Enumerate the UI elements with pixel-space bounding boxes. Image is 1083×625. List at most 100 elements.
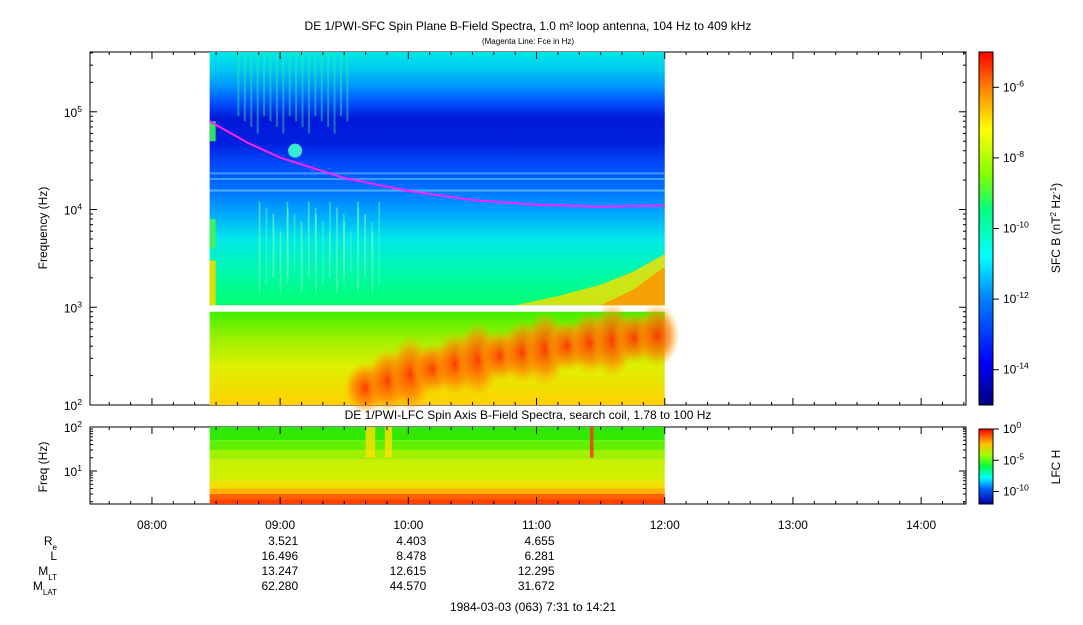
ephemeris-label: MLAT bbox=[33, 579, 57, 597]
sfc-hiss-streak bbox=[322, 221, 324, 285]
time-tick-label: 14:00 bbox=[906, 518, 936, 532]
sfc-hiss-streak bbox=[329, 201, 331, 272]
ephemeris-label: Re bbox=[44, 534, 58, 552]
sfc-hf-streak bbox=[250, 52, 253, 127]
lfc-title: DE 1/PWI-LFC Spin Axis B-Field Spectra, … bbox=[345, 408, 712, 422]
sfc-hf-streak bbox=[339, 52, 342, 117]
sfc-hiss-streak bbox=[279, 231, 282, 293]
lfc-ylabel: Freq (Hz) bbox=[36, 442, 50, 493]
ephemeris-value: 6.281 bbox=[525, 549, 555, 563]
sfc-hf-streak bbox=[295, 52, 298, 122]
sfc-hiss-streak bbox=[272, 221, 275, 272]
sfc-title: DE 1/PWI-SFC Spin Plane B-Field Spectra,… bbox=[305, 19, 752, 33]
lfc-band bbox=[209, 427, 665, 441]
ephemeris-value: 44.570 bbox=[390, 579, 427, 593]
ephemeris-value: 16.496 bbox=[261, 549, 298, 563]
sfc-colorbar-tick-label: 10-14 bbox=[1003, 361, 1029, 377]
sfc-rising-emission-core bbox=[600, 266, 665, 306]
sfc-hiss-streak bbox=[350, 231, 352, 272]
time-tick-label: 12:00 bbox=[650, 518, 680, 532]
sfc-hiss-streak bbox=[265, 207, 268, 285]
lfc-band bbox=[209, 450, 665, 460]
lfc-colorbar-ticks: 100 10-5 10-10 bbox=[993, 420, 1029, 499]
time-tick-label: 09:00 bbox=[265, 518, 295, 532]
time-axis: 08:00 09:00 10:00 11:00 12:00 13:00 14:00 bbox=[108, 52, 965, 532]
sfc-hiss-streak bbox=[378, 201, 381, 285]
sfc-hiss-streak bbox=[371, 231, 374, 293]
sfc-hf-streak bbox=[263, 52, 266, 117]
sfc-hf-streak bbox=[243, 52, 246, 122]
lfc-y-tick-label: 102 bbox=[64, 419, 82, 435]
footer-date-range: 1984-03-03 (063) 7:31 to 14:21 bbox=[450, 600, 616, 614]
sfc-hf-streak bbox=[346, 52, 349, 122]
sfc-hf-streak bbox=[275, 52, 278, 127]
sfc-panel: 102 103 104 105 Frequency (Hz) bbox=[36, 51, 967, 414]
time-tick-label: 13:00 bbox=[778, 518, 808, 532]
lfc-burst bbox=[589, 427, 594, 458]
sfc-colorbar-tick-label: 10-12 bbox=[1003, 290, 1029, 306]
sfc-hiss-streak bbox=[315, 213, 317, 293]
sfc-hiss-streak bbox=[293, 213, 296, 272]
sfc-interference-line bbox=[209, 178, 665, 181]
sfc-hiss-streak bbox=[343, 221, 345, 278]
lfc-colorbar-scale bbox=[978, 428, 994, 505]
sfc-low-emission bbox=[635, 303, 680, 368]
sfc-colorbar-ticks: 10-14 10-12 10-10 10-8 10-6 bbox=[993, 78, 1029, 377]
sfc-edge-stripe bbox=[209, 121, 216, 142]
ephemeris-value: 13.247 bbox=[261, 564, 298, 578]
sfc-bright-spot bbox=[288, 143, 303, 158]
ephemeris-value: 8.478 bbox=[396, 549, 426, 563]
sfc-hf-streak bbox=[288, 52, 291, 117]
sfc-interference-line bbox=[209, 172, 665, 175]
sfc-spectrogram bbox=[209, 52, 680, 414]
sfc-colorbar-label: SFC B (nT2 Hz-1) bbox=[1049, 183, 1064, 273]
sfc-edge-stripe bbox=[209, 260, 216, 306]
lfc-panel: 101 102 08:00 09:00 10:00 11:00 12:00 13:00 14:… bbox=[36, 52, 967, 532]
sfc-hf-streak bbox=[301, 52, 304, 127]
sfc-y-tick-label: 103 bbox=[64, 299, 82, 315]
sfc-hf-streak bbox=[269, 52, 272, 122]
sfc-colorbar-tick-label: 10-10 bbox=[1003, 220, 1029, 236]
sfc-hiss-streak bbox=[307, 201, 310, 278]
lfc-colorbar-tick-label: 10-5 bbox=[1003, 451, 1024, 467]
sfc-interference-line bbox=[209, 189, 665, 192]
sfc-colorbar-tick-label: 10-8 bbox=[1003, 149, 1024, 165]
sfc-hf-streak bbox=[327, 52, 330, 127]
lfc-band bbox=[209, 488, 665, 495]
lfc-band bbox=[209, 440, 665, 451]
lfc-band bbox=[209, 480, 665, 489]
ephemeris-table: Re 3.521 4.403 4.655 L 16.496 8.478 6.281 MLT 13.… bbox=[33, 534, 555, 597]
lfc-y-tick-label: 101 bbox=[64, 463, 82, 479]
sfc-hf-streak bbox=[237, 52, 240, 117]
sfc-colorbar-tick-label: 10-6 bbox=[1003, 78, 1024, 94]
ephemeris-value: 12.615 bbox=[390, 564, 427, 578]
sfc-colorbar: 10-14 10-12 10-10 10-8 10-6 SFC B (nT2 Hz-1) bbox=[978, 51, 1064, 406]
lfc-spectrogram bbox=[209, 427, 665, 504]
lfc-colorbar: 100 10-5 10-10 LFC H bbox=[978, 420, 1063, 505]
lfc-band bbox=[209, 494, 665, 500]
ephemeris-value: 4.655 bbox=[525, 534, 555, 548]
time-tick-label: 10:00 bbox=[393, 518, 423, 532]
ephemeris-value: 4.403 bbox=[396, 534, 426, 548]
ephemeris-value: 12.295 bbox=[518, 564, 555, 578]
lfc-band bbox=[209, 471, 665, 481]
sfc-hf-streak bbox=[256, 52, 259, 134]
sfc-hf-streak bbox=[282, 52, 285, 134]
lfc-band bbox=[209, 499, 665, 504]
sfc-hf-streak bbox=[320, 52, 323, 122]
lfc-burst bbox=[365, 427, 376, 458]
ephemeris-value: 3.521 bbox=[268, 534, 298, 548]
sfc-y-tick-label: 105 bbox=[64, 104, 82, 120]
lfc-band bbox=[209, 459, 665, 472]
ephemeris-value: 62.280 bbox=[261, 579, 298, 593]
sfc-hiss-streak bbox=[258, 201, 261, 293]
sfc-ylabel: Frequency (Hz) bbox=[36, 187, 50, 270]
sfc-hiss-streak bbox=[357, 207, 360, 285]
sfc-hiss-streak bbox=[336, 207, 338, 293]
sfc-colorbar-scale bbox=[978, 51, 994, 406]
sfc-rising-emission bbox=[515, 254, 665, 306]
ephemeris-value: 31.672 bbox=[518, 579, 555, 593]
ephemeris-label: MLT bbox=[38, 564, 57, 582]
sfc-y-tick-label: 104 bbox=[64, 202, 82, 218]
